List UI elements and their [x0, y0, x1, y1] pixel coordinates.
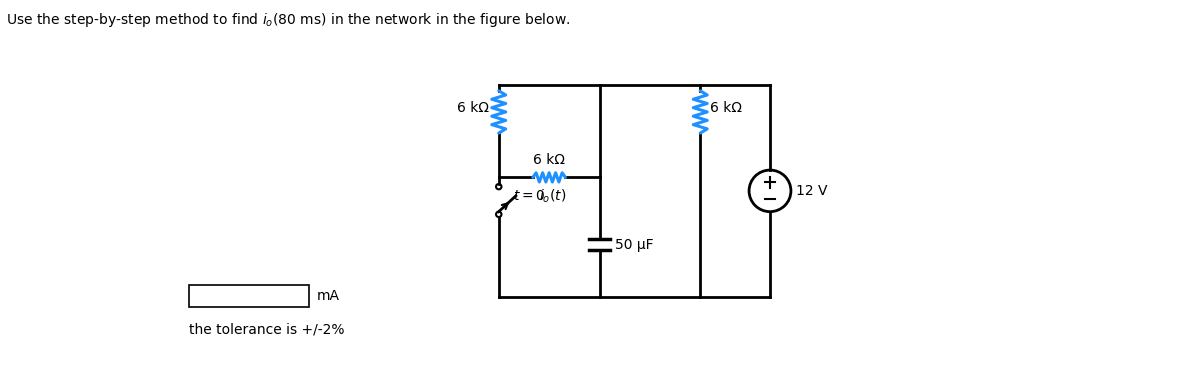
Text: $i_o(t)$: $i_o(t)$ — [539, 187, 566, 205]
Text: 6 kΩ: 6 kΩ — [457, 101, 488, 115]
Text: 12 V: 12 V — [797, 184, 828, 198]
Text: 50 μF: 50 μF — [616, 238, 654, 252]
FancyBboxPatch shape — [188, 285, 308, 307]
Text: 6 kΩ: 6 kΩ — [533, 154, 565, 167]
Text: 6 kΩ: 6 kΩ — [710, 101, 743, 115]
Text: $t = 0$: $t = 0$ — [512, 189, 545, 203]
Text: mA: mA — [317, 289, 340, 303]
Text: Use the step-by-step method to find $i_o$(80 ms) in the network in the figure be: Use the step-by-step method to find $i_o… — [6, 11, 570, 29]
Text: the tolerance is +/-2%: the tolerance is +/-2% — [188, 322, 344, 336]
